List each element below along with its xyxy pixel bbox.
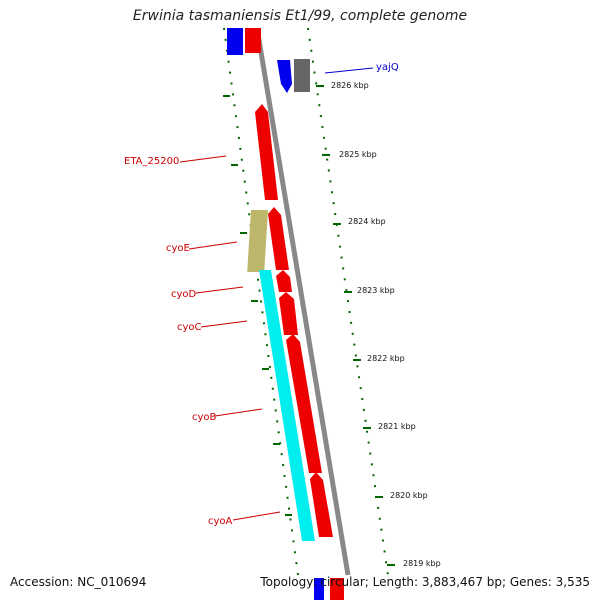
inner-dotted-ring (223, 27, 299, 576)
gene-cyoE (247, 210, 268, 272)
scale-label-2822: 2822 kbp (367, 354, 405, 363)
gene-gray (294, 59, 310, 92)
outer-dotted-ring (307, 27, 389, 576)
genome-backbone (254, 27, 351, 576)
gene-red-top (245, 28, 261, 53)
map-title: Erwinia tasmaniensis Et1/99, complete ge… (132, 8, 468, 24)
accession-text: Accession: NC_010694 (10, 575, 147, 589)
gene-label-cyoB: cyoB (192, 412, 217, 423)
label-leaders (179, 67, 374, 521)
scale-label-2826: 2826 kbp (331, 81, 369, 90)
gene-red-cyoE (268, 207, 289, 270)
scale-ticks (316, 85, 395, 566)
scale-label-2823: 2823 kbp (357, 286, 395, 295)
scale-label-2821: 2821 kbp (378, 422, 416, 431)
gene-red-bottom (330, 578, 344, 600)
gene-label-yajQ: yajQ (376, 62, 399, 73)
gene-label-cyoA: cyoA (208, 516, 233, 527)
scale-label-2824: 2824 kbp (348, 217, 386, 226)
gene-eta25200 (255, 104, 278, 200)
gene-cyoB (259, 270, 315, 541)
gene-label-cyoC: cyoC (177, 322, 202, 333)
gene-label-cyoD: cyoD (171, 289, 197, 300)
gene-red-cyoB (286, 334, 322, 473)
genome-stats-text: Topology: circular; Length: 3,883,467 bp… (260, 575, 590, 589)
gene-red-cyoA (310, 472, 333, 537)
gene-blue-top (227, 28, 243, 55)
gene-blue-arrow (277, 60, 292, 93)
gene-red-cyoC (279, 292, 298, 335)
gene-label-cyoE: cyoE (166, 243, 190, 254)
scale-label-2820: 2820 kbp (390, 491, 428, 500)
scale-label-2825: 2825 kbp (339, 150, 377, 159)
scale-label-2819: 2819 kbp (403, 559, 441, 568)
gene-label-eta25200: ETA_25200 (124, 156, 179, 167)
gene-red-cyoD (276, 270, 292, 292)
gene-blue-bottom (314, 578, 324, 600)
inner-ring-ticks (223, 95, 292, 516)
